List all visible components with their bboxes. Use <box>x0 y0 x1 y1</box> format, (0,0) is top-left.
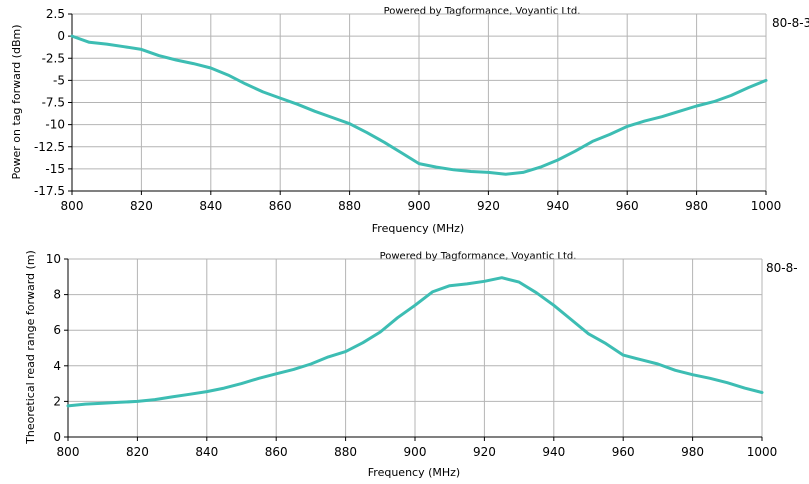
y-tick-label: 0 <box>53 430 61 444</box>
chart2-series <box>66 276 764 408</box>
x-tick-label: 820 <box>130 199 153 213</box>
y-tick-label: 2 <box>53 394 61 408</box>
x-tick-label: 980 <box>685 199 708 213</box>
y-tick-label: -7.5 <box>42 96 65 110</box>
x-tick-label: 820 <box>126 445 149 459</box>
y-tick-label: 4 <box>53 359 61 373</box>
x-tick-label: 800 <box>61 199 84 213</box>
series-line <box>66 276 764 408</box>
y-tick-label: 6 <box>53 323 61 337</box>
y-tick-label: 10 <box>46 252 61 266</box>
x-tick-label: 960 <box>616 199 639 213</box>
x-tick-label: 900 <box>404 445 427 459</box>
x-tick-label: 800 <box>57 445 80 459</box>
y-tick-label: -12.5 <box>34 140 65 154</box>
chart2-axes <box>64 258 763 441</box>
x-tick-label: 860 <box>265 445 288 459</box>
x-tick-label: 880 <box>338 199 361 213</box>
x-tick-label: 900 <box>408 199 431 213</box>
chart2-x-ticks: 800 820 840 860 880 900 920 940 960 980 1000 <box>57 445 778 459</box>
x-tick-label: 920 <box>477 199 500 213</box>
y-tick-label: -15 <box>45 162 65 176</box>
x-tick-label: 880 <box>334 445 357 459</box>
x-tick-label: 960 <box>612 445 635 459</box>
chart1-legend-fragment: 80-8-3 <box>772 16 809 30</box>
x-tick-label: 940 <box>542 445 565 459</box>
chart2-y-ticks: 10 8 6 4 2 0 <box>46 252 61 444</box>
x-tick-label: 860 <box>269 199 292 213</box>
x-tick-label: 1000 <box>747 445 778 459</box>
chart1-x-axis-title: Frequency (MHz) <box>372 222 464 235</box>
chart1-x-ticks: 800 820 840 860 880 900 920 940 960 980 1000 <box>61 199 782 213</box>
chart2-y-axis-title: Theoretical read range forward (m) <box>24 250 37 445</box>
chart2-legend-fragment: 80-8- <box>766 261 798 275</box>
chart1-y-axis-title: Power on tag forward (dBm) <box>10 25 23 180</box>
power-chart: Powered by Tagformance, Voyantic Ltd. 80… <box>10 6 809 235</box>
chart1-axes <box>68 13 767 195</box>
y-tick-label: -17.5 <box>34 184 65 198</box>
chart2-grid <box>67 258 763 438</box>
x-tick-label: 940 <box>546 199 569 213</box>
y-tick-label: -5 <box>53 73 65 87</box>
y-tick-label: 8 <box>53 288 61 302</box>
x-tick-label: 980 <box>681 445 704 459</box>
x-tick-label: 1000 <box>751 199 782 213</box>
chart1-series <box>70 34 768 176</box>
chart2-credit: Powered by Tagformance, Voyantic Ltd. <box>380 251 577 262</box>
y-tick-label: 0 <box>57 29 65 43</box>
y-tick-label: -10 <box>45 118 65 132</box>
x-tick-label: 840 <box>195 445 218 459</box>
chart1-y-ticks: 2.5 0 -2.5 -5 -7.5 -10 -12.5 -15 -17.5 <box>34 7 65 198</box>
chart2-x-axis-title: Frequency (MHz) <box>368 466 460 479</box>
chart1-grid <box>71 13 767 192</box>
y-tick-label: 2.5 <box>46 7 65 21</box>
chart1-credit: Powered by Tagformance, Voyantic Ltd. <box>384 6 581 17</box>
x-tick-label: 840 <box>199 199 222 213</box>
read-range-chart: Powered by Tagformance, Voyantic Ltd. 80… <box>24 250 798 479</box>
y-tick-label: -2.5 <box>42 51 65 65</box>
series-line <box>70 34 768 176</box>
x-tick-label: 920 <box>473 445 496 459</box>
